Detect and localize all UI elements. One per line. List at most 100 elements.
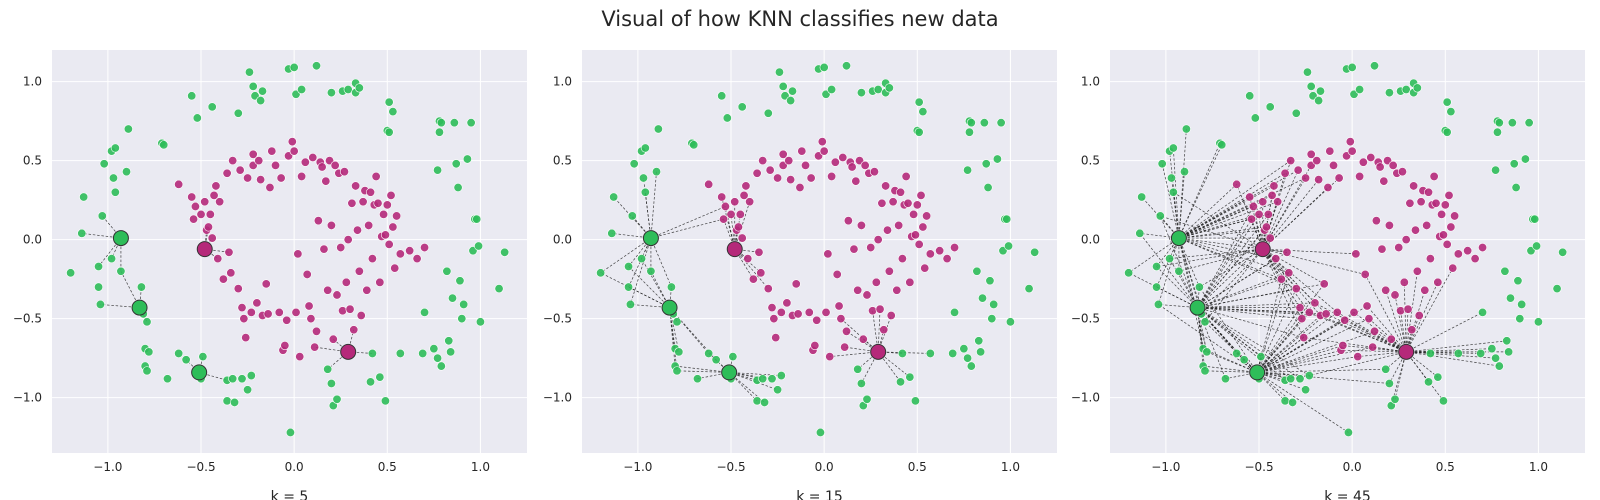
data-point xyxy=(395,348,405,358)
data-point xyxy=(739,190,749,200)
query-point xyxy=(726,241,743,258)
data-point xyxy=(1424,187,1434,197)
data-point xyxy=(367,254,377,264)
data-point xyxy=(230,397,240,407)
data-point xyxy=(1314,96,1324,106)
data-point xyxy=(1166,173,1176,183)
data-point xyxy=(914,127,924,137)
x-tick-label: 0.0 xyxy=(285,460,304,474)
data-point xyxy=(942,254,952,264)
data-point xyxy=(287,137,297,147)
data-point xyxy=(860,160,870,170)
data-point xyxy=(711,355,721,365)
data-point xyxy=(950,243,960,253)
neighbor-edge xyxy=(1178,237,1204,349)
data-point xyxy=(1301,173,1311,183)
neighbor-edge xyxy=(1353,312,1407,353)
data-point xyxy=(1301,385,1311,395)
data-point xyxy=(1302,67,1312,77)
neighbor-edge xyxy=(1257,330,1375,373)
data-point xyxy=(976,347,986,357)
data-point xyxy=(858,334,868,344)
data-point xyxy=(345,304,355,314)
data-point xyxy=(295,352,305,362)
x-tick-label: −1.0 xyxy=(93,460,122,474)
data-point xyxy=(793,309,803,319)
data-point xyxy=(1321,309,1331,319)
neighbor-edge xyxy=(1169,258,1198,308)
data-point xyxy=(142,366,152,376)
data-point xyxy=(640,143,650,153)
data-point xyxy=(388,222,398,232)
figure-title: Visual of how KNN classifies new data xyxy=(601,7,998,31)
data-point xyxy=(300,157,310,167)
data-point xyxy=(1282,247,1292,257)
neighbor-edge xyxy=(829,351,879,357)
training-points xyxy=(66,61,510,437)
data-point xyxy=(819,146,829,156)
data-point xyxy=(1165,254,1175,264)
data-point xyxy=(388,107,398,117)
data-point xyxy=(1256,352,1266,362)
data-point xyxy=(390,263,400,273)
data-point xyxy=(726,209,736,219)
data-point xyxy=(704,348,714,358)
data-point xyxy=(302,269,312,279)
data-point xyxy=(1202,347,1212,357)
data-point xyxy=(1401,235,1411,245)
data-point xyxy=(1403,304,1413,314)
data-point xyxy=(373,198,383,208)
data-point xyxy=(1381,364,1391,374)
data-point xyxy=(203,222,213,232)
neighbor-edge xyxy=(1197,288,1297,308)
data-point xyxy=(776,307,786,317)
data-point xyxy=(910,396,920,406)
data-point xyxy=(289,146,299,156)
neighbor-edge xyxy=(650,206,726,239)
data-point xyxy=(358,197,368,207)
data-point xyxy=(640,187,650,197)
data-point xyxy=(1442,97,1452,107)
data-point xyxy=(494,284,504,294)
neighbor-edge xyxy=(1156,248,1263,267)
data-point xyxy=(207,102,217,112)
data-point xyxy=(979,118,989,128)
data-point xyxy=(666,282,676,292)
neighbor-edge xyxy=(872,310,879,352)
data-point xyxy=(896,187,906,197)
data-point xyxy=(1220,374,1230,384)
data-point xyxy=(985,276,995,286)
data-point xyxy=(1153,299,1163,309)
data-point xyxy=(856,88,866,98)
data-point xyxy=(289,62,299,72)
data-point xyxy=(455,276,465,286)
neighbor-edge xyxy=(630,237,652,305)
data-point xyxy=(748,274,758,284)
data-point xyxy=(1513,276,1523,286)
data-point xyxy=(903,198,913,208)
data-point xyxy=(367,348,377,358)
neighbor-edge xyxy=(1201,313,1258,373)
data-point xyxy=(1450,211,1460,221)
query-point xyxy=(1189,299,1206,316)
data-point xyxy=(136,282,146,292)
data-point xyxy=(241,333,251,343)
neighbor-edge xyxy=(650,218,724,239)
x-axis-label: k = 5 xyxy=(271,489,309,500)
neighbor-edge xyxy=(1385,290,1407,352)
subplot-2: −1.0 −0.5 0.0 0.5 1.0 −1.0 −0.5 0.0 0.5 1.0 k = 15 xyxy=(543,50,1057,500)
data-point xyxy=(963,353,973,363)
neighbor-edge xyxy=(1256,372,1349,433)
data-point xyxy=(1397,167,1407,177)
data-point xyxy=(884,83,894,93)
data-point xyxy=(433,353,443,363)
y-tick-label: 1.0 xyxy=(23,75,42,89)
data-point xyxy=(925,348,935,358)
data-point xyxy=(717,192,727,202)
data-point xyxy=(351,181,361,191)
data-point xyxy=(920,263,930,273)
neighbor-edge xyxy=(1405,351,1444,402)
data-point xyxy=(873,235,883,245)
data-point xyxy=(909,209,919,219)
neighbor-edge xyxy=(1262,165,1312,250)
